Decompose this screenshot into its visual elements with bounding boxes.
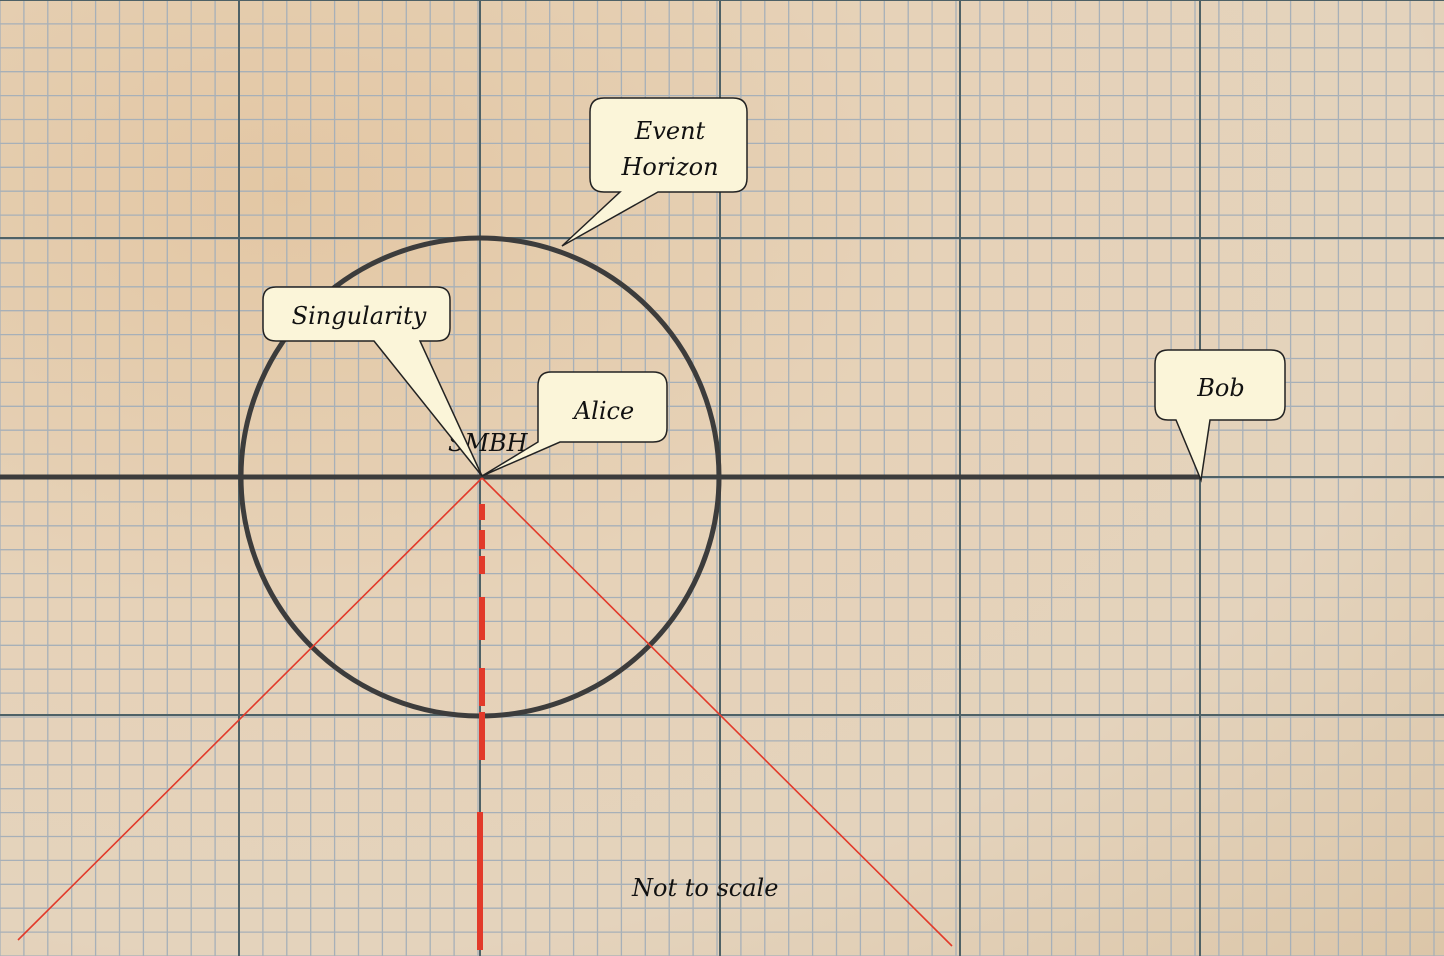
not-to-scale-note: Not to scale [631, 874, 778, 902]
alice-label: Alice [572, 397, 634, 425]
bob-label: Bob [1196, 374, 1244, 402]
light-cone-left [17, 477, 483, 941]
event-horizon-callout: Event Horizon [561, 97, 748, 247]
singularity-label: Singularity [292, 302, 427, 330]
event-horizon-label-line1: Event [634, 117, 706, 145]
light-cone-right [481, 477, 953, 947]
alice-worldline [477, 504, 485, 950]
bob-callout: Bob [1154, 349, 1286, 483]
event-horizon-label-line2: Horizon [620, 153, 718, 181]
singularity-callout: Singularity [262, 286, 483, 477]
alice-callout: Alice [481, 371, 668, 477]
